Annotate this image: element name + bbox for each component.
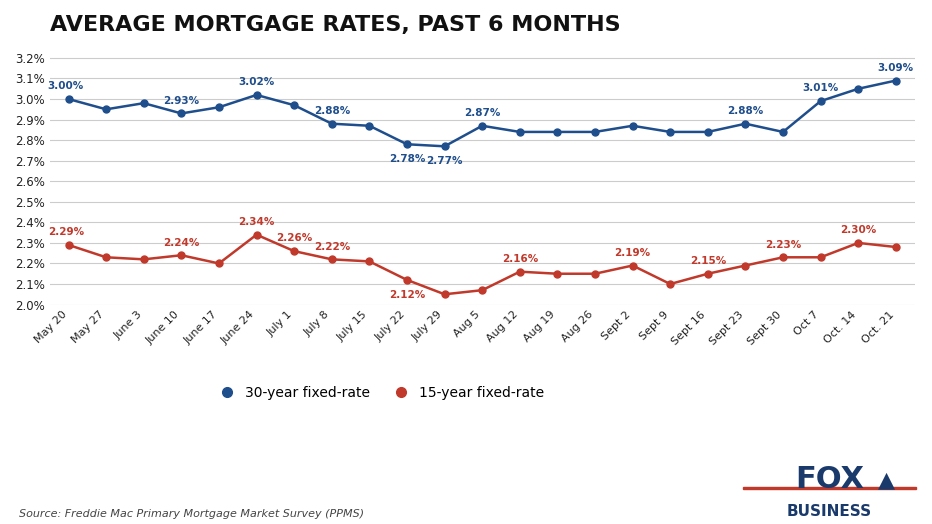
Text: 2.15%: 2.15% — [690, 256, 726, 266]
Text: AVERAGE MORTGAGE RATES, PAST 6 MONTHS: AVERAGE MORTGAGE RATES, PAST 6 MONTHS — [49, 15, 621, 35]
Text: 2.77%: 2.77% — [426, 156, 463, 167]
Text: 2.19%: 2.19% — [614, 248, 651, 258]
Text: 2.93%: 2.93% — [163, 96, 199, 106]
Text: 2.87%: 2.87% — [464, 108, 500, 118]
Text: 2.16%: 2.16% — [501, 254, 538, 264]
Text: 2.88%: 2.88% — [314, 106, 350, 116]
Text: 2.78%: 2.78% — [389, 154, 425, 165]
Text: 3.09%: 3.09% — [878, 63, 914, 73]
Text: 2.12%: 2.12% — [389, 290, 425, 300]
Text: 2.22%: 2.22% — [314, 242, 350, 252]
Legend: 30-year fixed-rate, 15-year fixed-rate: 30-year fixed-rate, 15-year fixed-rate — [208, 380, 549, 406]
Text: 2.26%: 2.26% — [276, 233, 312, 244]
Text: 2.30%: 2.30% — [840, 225, 876, 235]
Text: 2.88%: 2.88% — [727, 106, 763, 116]
Text: Source: Freddie Mac Primary Mortgage Market Survey (PPMS): Source: Freddie Mac Primary Mortgage Mar… — [19, 509, 363, 519]
Text: 2.34%: 2.34% — [239, 217, 275, 227]
Text: BUSINESS: BUSINESS — [787, 504, 872, 519]
Text: FOX: FOX — [795, 465, 864, 495]
Text: ▲: ▲ — [878, 470, 896, 490]
Text: 3.02%: 3.02% — [239, 77, 275, 87]
Text: 3.01%: 3.01% — [802, 83, 839, 93]
Text: 2.23%: 2.23% — [765, 239, 802, 249]
Text: 2.29%: 2.29% — [48, 227, 84, 237]
Text: 3.00%: 3.00% — [48, 81, 84, 91]
Bar — [744, 487, 915, 489]
Text: 2.24%: 2.24% — [163, 237, 199, 247]
